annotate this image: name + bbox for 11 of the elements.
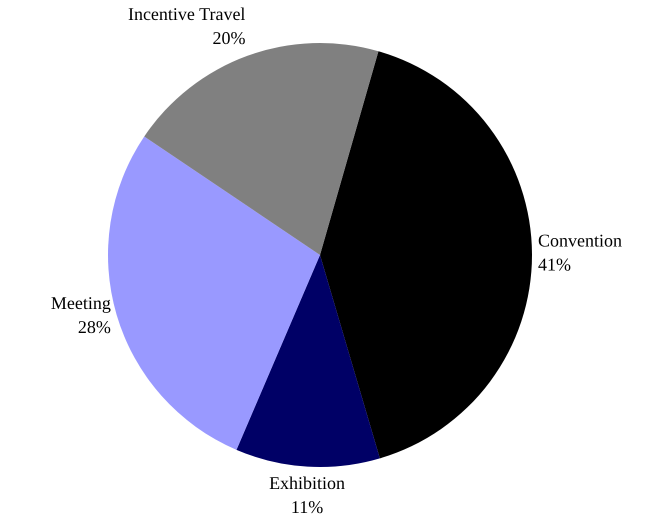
data-label: 28%	[78, 316, 111, 337]
pie-slice	[144, 43, 378, 255]
pie-slice	[236, 255, 380, 467]
slice-label: Incentive Travel	[128, 4, 246, 24]
pie-slice	[320, 51, 532, 458]
slice-label: Convention	[538, 230, 622, 250]
data-label: 41%	[538, 254, 571, 274]
data-label: 11%	[290, 496, 324, 517]
slice-label: Exhibition	[269, 472, 346, 493]
slice-label: Meeting	[50, 292, 111, 313]
data-label: 20%	[212, 28, 246, 48]
